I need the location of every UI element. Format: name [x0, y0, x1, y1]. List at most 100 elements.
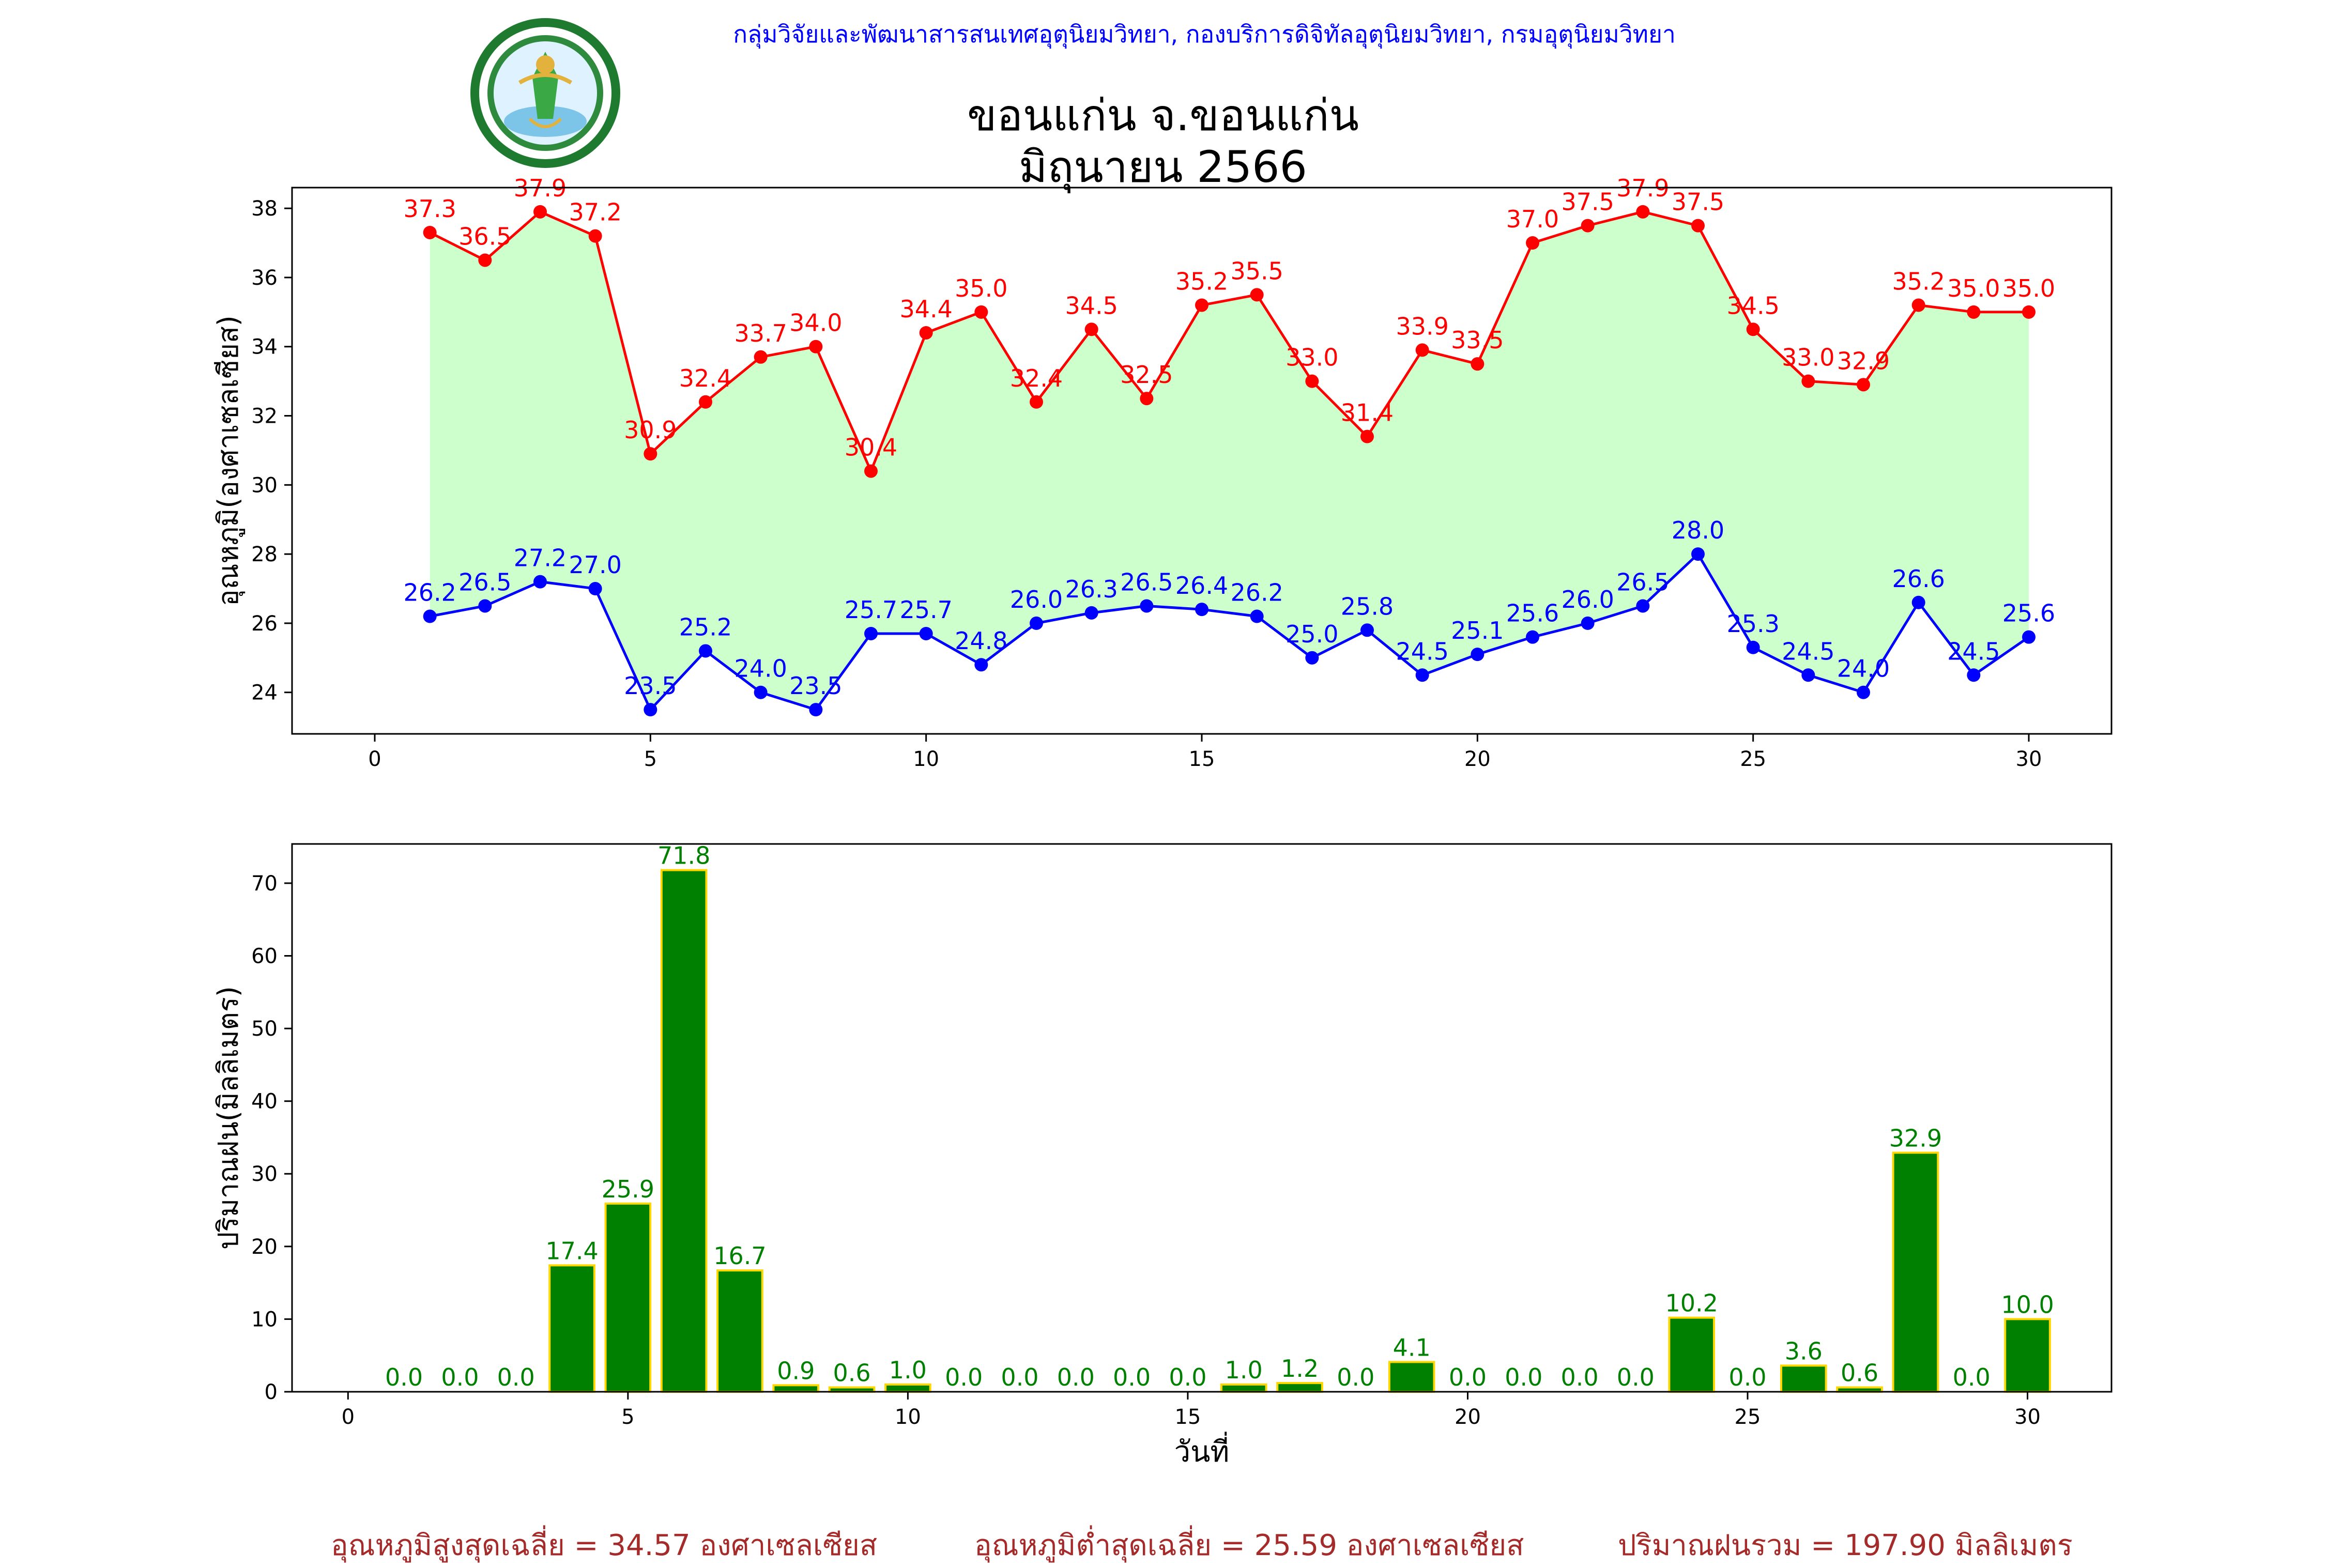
max-temp-point [1471, 357, 1485, 371]
rainfall-bar-label: 3.6 [1785, 1337, 1823, 1365]
min-temp-label: 27.0 [569, 551, 621, 579]
min-temp-point [974, 658, 988, 672]
min-temp-label: 26.0 [1561, 586, 1614, 613]
rainfall-bar-label: 0.0 [441, 1363, 479, 1391]
y-tick-label: 70 [251, 872, 278, 896]
max-temp-point [1415, 343, 1429, 357]
max-temp-label: 37.2 [569, 198, 621, 226]
rainfall-bar-label: 0.0 [1449, 1363, 1487, 1391]
min-temp-point [478, 599, 492, 613]
min-temp-point [2022, 630, 2036, 644]
rainfall-bar-label: 0.0 [1505, 1363, 1542, 1391]
x-tick-label: 20 [1455, 1405, 1481, 1429]
max-temp-label: 37.3 [403, 195, 456, 223]
rainfall-bar [1276, 1382, 1323, 1393]
min-temp-point [1084, 606, 1098, 620]
rainfall-bar-label: 10.0 [2001, 1290, 2054, 1318]
max-temp-point [478, 253, 492, 267]
meteorological-department-logo [470, 18, 620, 168]
max-temp-point [2022, 305, 2036, 319]
min-temp-label: 26.5 [458, 568, 511, 596]
temperature-y-axis-label: อุณหภูมิ(องศาเซลเซียส) [212, 315, 246, 606]
rainfall-bar [1220, 1383, 1267, 1393]
max-temp-point [1967, 305, 1981, 319]
max-temp-label: 33.0 [1782, 344, 1834, 372]
min-temp-label: 25.2 [679, 613, 732, 641]
max-temp-point [1030, 395, 1043, 409]
rainfall-bar-label: 0.0 [1169, 1363, 1206, 1391]
max-temp-label: 31.4 [1341, 399, 1394, 427]
y-tick-label: 28 [251, 543, 278, 566]
min-temp-label: 28.0 [1672, 516, 1724, 544]
x-tick-label: 15 [1189, 747, 1215, 771]
y-tick-label: 32 [251, 405, 278, 428]
min-temp-label: 24.0 [1837, 655, 1890, 683]
rainfall-bar-label: 0.0 [1560, 1363, 1598, 1391]
min-temp-label: 26.3 [1065, 575, 1118, 603]
max-temp-label: 34.5 [1726, 291, 1779, 319]
max-temp-point [1746, 322, 1760, 336]
min-temp-label: 23.5 [624, 672, 677, 700]
max-temp-label: 35.5 [1230, 257, 1283, 285]
max-temp-label: 37.0 [1506, 205, 1559, 233]
rainfall-y-axis-label: ปริมาณฝน(มิลลิเมตร) [212, 986, 244, 1250]
min-temp-point [1801, 668, 1815, 682]
min-temp-label: 25.1 [1451, 617, 1504, 644]
max-temp-label: 30.9 [624, 416, 677, 444]
min-temp-point [1581, 616, 1595, 630]
max-temp-label: 33.9 [1396, 312, 1448, 340]
max-temp-label: 35.0 [2002, 274, 2055, 302]
max-temp-point [423, 225, 437, 239]
x-tick-label: 30 [2016, 747, 2042, 771]
min-temp-label: 26.2 [403, 579, 456, 607]
min-temp-label: 26.2 [1230, 579, 1283, 607]
min-temp-point [809, 703, 823, 717]
max-temp-label: 37.5 [1561, 188, 1614, 216]
max-temp-point [1526, 236, 1539, 250]
y-tick-label: 34 [251, 335, 278, 359]
max-temp-point [644, 447, 657, 461]
y-tick-label: 26 [251, 612, 278, 636]
max-temp-label: 35.2 [1892, 267, 1945, 295]
rainfall-bar-label: 32.9 [1889, 1124, 1942, 1152]
average-min-temperature: อุณหภูมิต่ำสุดเฉลี่ย = 25.59 องศาเซลเซีย… [974, 1529, 1524, 1562]
rainfall-bar [548, 1264, 595, 1393]
max-temp-point [699, 395, 712, 409]
rainfall-bar [660, 869, 708, 1393]
min-temp-label: 26.5 [1120, 568, 1173, 596]
min-temp-label: 23.5 [789, 672, 842, 700]
max-temp-label: 33.0 [1286, 344, 1338, 372]
min-temp-point [1415, 668, 1429, 682]
rainfall-bar [1780, 1364, 1827, 1393]
rainfall-bar [716, 1269, 763, 1393]
max-temp-point [1581, 219, 1595, 233]
min-temp-label: 25.3 [1726, 610, 1779, 638]
min-temp-point [1305, 651, 1319, 665]
min-temp-label: 26.0 [1010, 586, 1063, 613]
rainfall-bar-label: 1.0 [889, 1356, 927, 1384]
rainfall-bar-label: 0.0 [1337, 1363, 1374, 1391]
max-temp-point [1305, 374, 1319, 388]
max-temp-label: 32.4 [679, 364, 732, 392]
x-tick-label: 0 [368, 747, 381, 771]
rainfall-bar [1892, 1151, 1939, 1393]
max-temp-point [1140, 392, 1154, 406]
min-temp-point [699, 644, 712, 658]
min-temp-label: 25.8 [1341, 592, 1394, 620]
min-temp-point [1636, 599, 1650, 613]
max-temp-point [1636, 205, 1650, 219]
x-tick-label: 5 [621, 1405, 634, 1429]
max-temp-label: 35.0 [955, 274, 1007, 302]
y-tick-label: 20 [251, 1235, 278, 1259]
rainfall-bar-label: 0.0 [1001, 1363, 1038, 1391]
rainfall-bar-label: 1.2 [1281, 1355, 1319, 1382]
rainfall-bar-label: 25.9 [602, 1175, 654, 1203]
min-temp-point [1195, 603, 1208, 617]
min-temp-label: 24.5 [1947, 637, 2000, 665]
organization-line: กลุ่มวิจัยและพัฒนาสารสนเทศอุตุนิยมวิทยา,… [733, 20, 1676, 48]
x-tick-label: 5 [644, 747, 657, 771]
max-temp-point [1691, 219, 1705, 233]
max-temp-point [864, 464, 878, 478]
max-temp-point [1084, 322, 1098, 336]
rainfall-bar-label: 0.0 [1953, 1363, 1991, 1391]
